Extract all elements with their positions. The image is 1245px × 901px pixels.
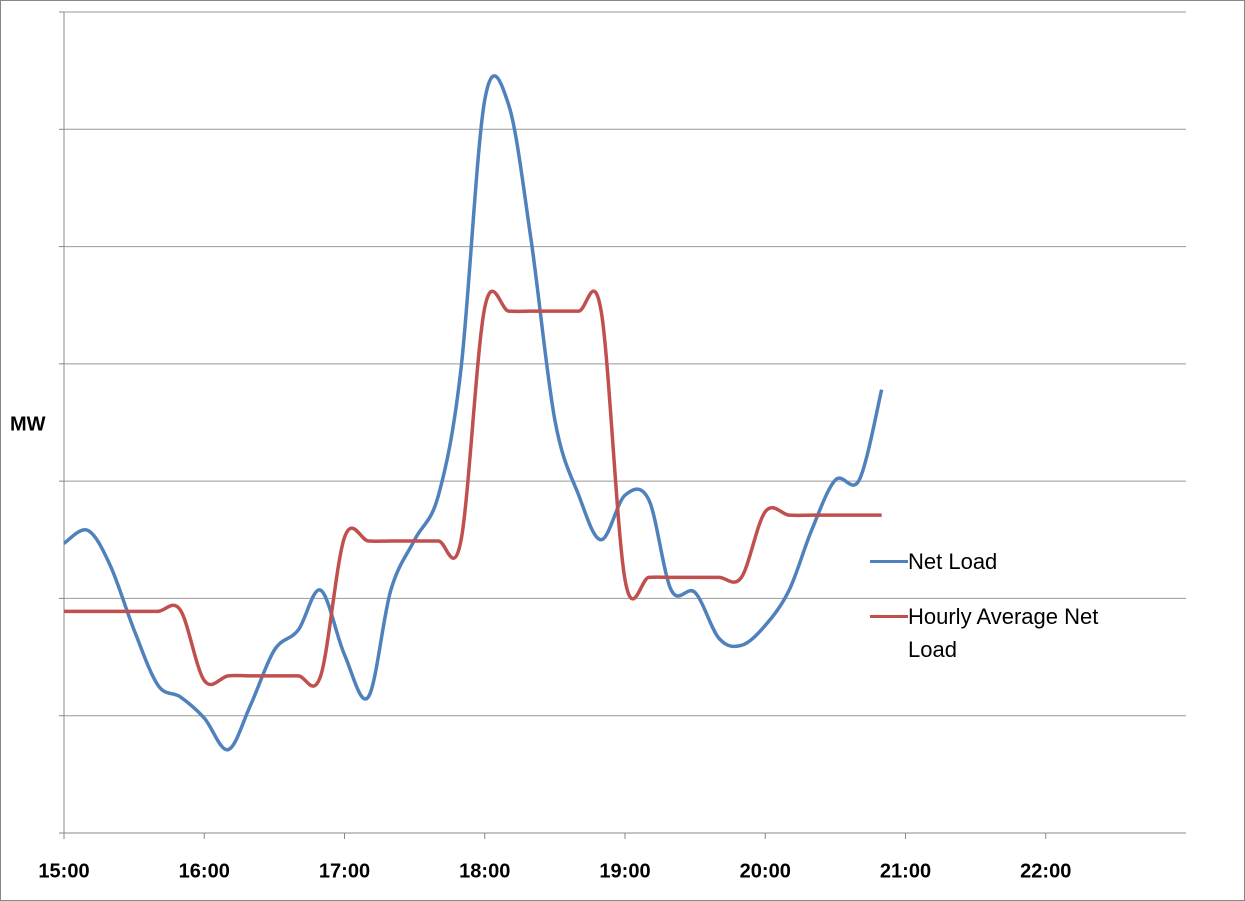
legend-item: Hourly Average Net Load: [870, 600, 1140, 666]
legend-swatch: [870, 560, 908, 563]
y-axis-label: MW: [10, 413, 46, 435]
x-tick-label: 21:00: [880, 860, 931, 882]
x-tick-label: 20:00: [740, 860, 791, 882]
x-tick-label: 15:00: [38, 860, 89, 882]
legend-swatch: [870, 615, 908, 618]
series-line: [64, 289, 882, 688]
x-tick-label: 18:00: [459, 860, 510, 882]
legend-label: Net Load: [908, 549, 998, 574]
x-tick-label: 19:00: [599, 860, 650, 882]
legend-item: Net Load: [870, 545, 1140, 578]
x-tick-label: 16:00: [179, 860, 230, 882]
series-line: [62, 74, 884, 752]
x-tick-label: 17:00: [319, 860, 370, 882]
legend: Net Load Hourly Average Net Load: [870, 545, 1140, 688]
x-tick-label: 22:00: [1020, 860, 1071, 882]
legend-label: Hourly Average Net Load: [908, 604, 1099, 662]
